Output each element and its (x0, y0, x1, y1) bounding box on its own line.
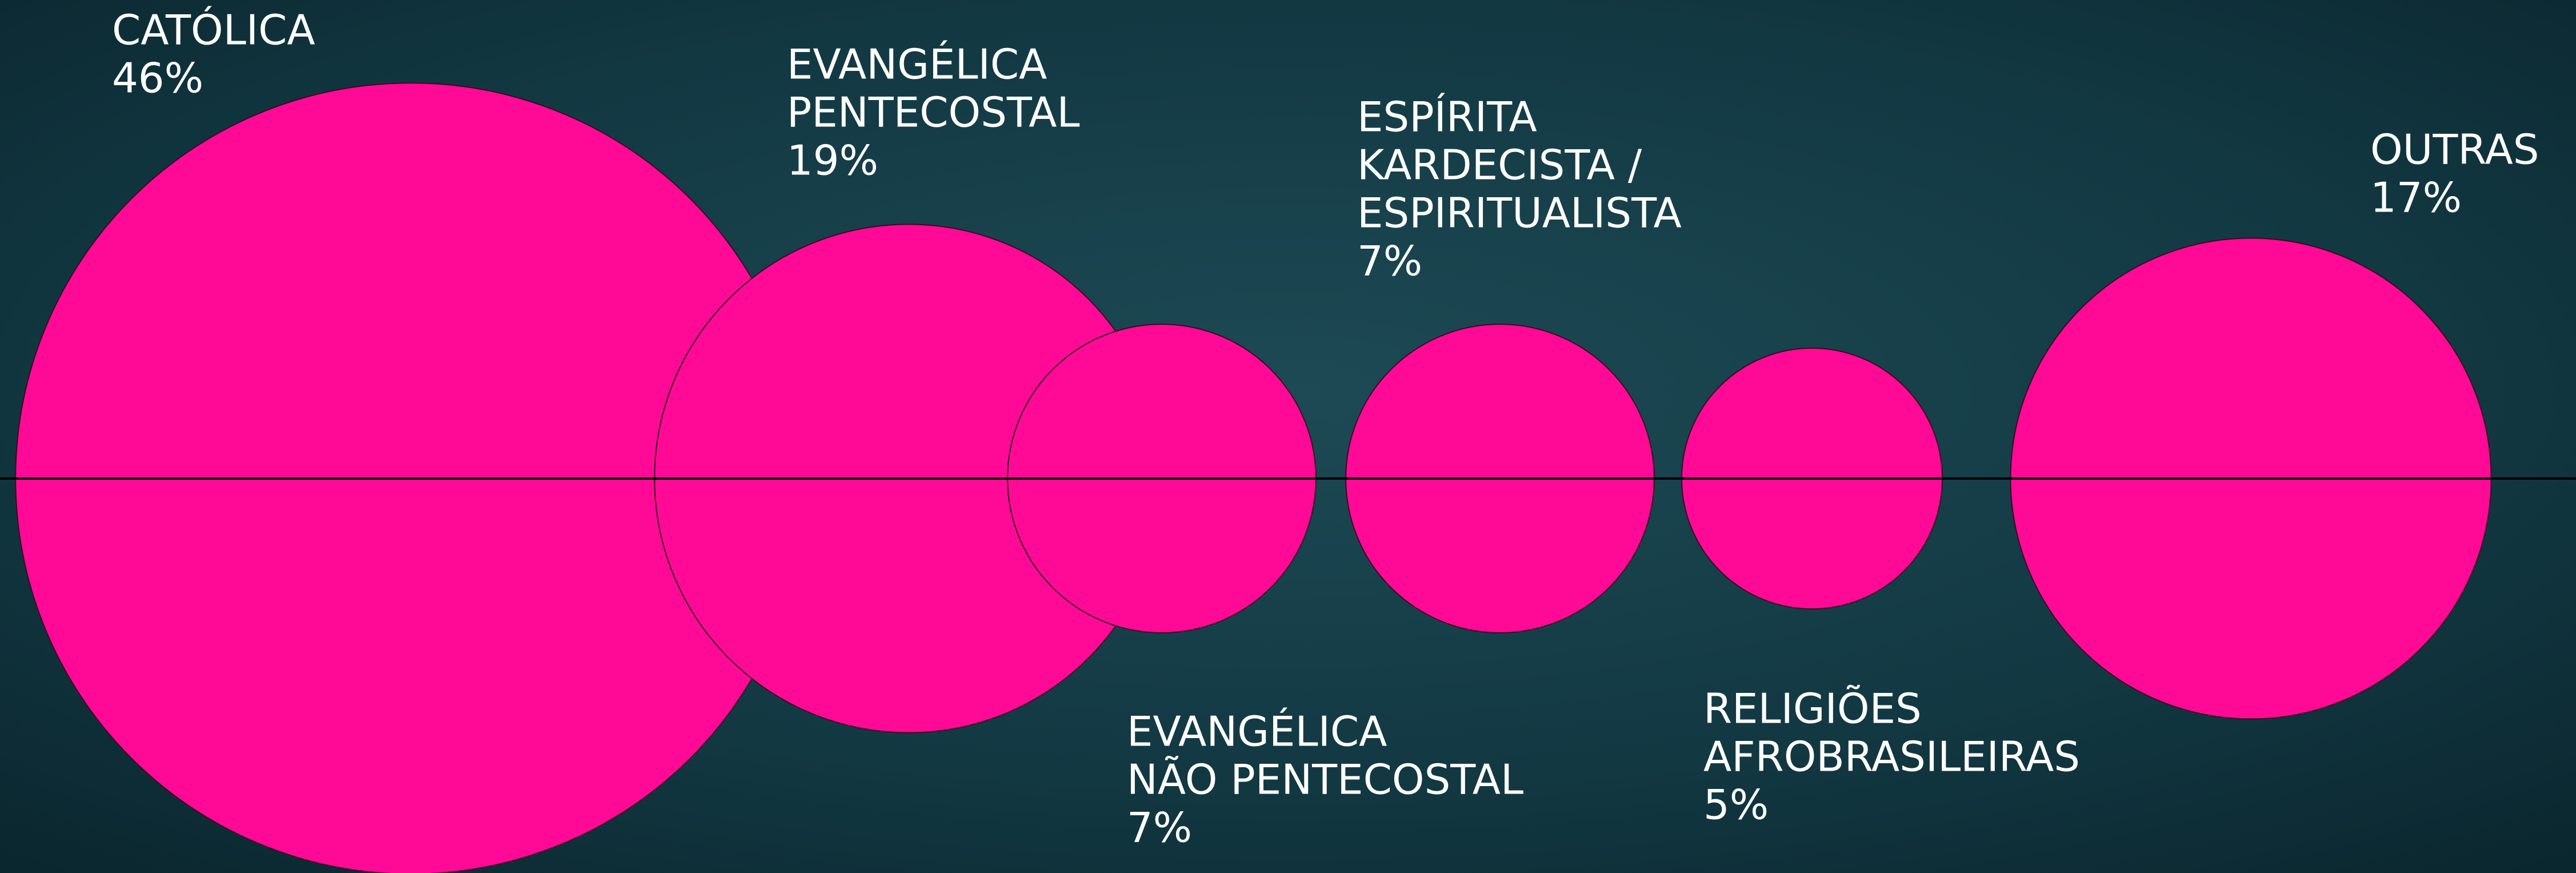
value-label: 46% (112, 54, 203, 102)
category-label: ESPIRITUALISTA (1357, 189, 1682, 237)
value-label: 19% (787, 137, 878, 185)
category-label: ESPÍRITA (1357, 93, 1537, 141)
value-label: 17% (2370, 174, 2462, 222)
value-label: 5% (1703, 781, 1769, 829)
value-label: 7% (1127, 804, 1192, 852)
category-label: CATÓLICA (112, 6, 315, 54)
category-label: NÃO PENTECOSTAL (1127, 756, 1523, 804)
category-label: AFROBRASILEIRAS (1703, 733, 2080, 781)
category-label: EVANGÉLICA (787, 41, 1047, 89)
category-label: EVANGÉLICA (1127, 708, 1387, 756)
value-label: 7% (1357, 237, 1422, 285)
category-label: RELIGIÕES (1703, 685, 1922, 733)
category-label: OUTRAS (2370, 126, 2539, 174)
category-label: KARDECISTA / (1357, 141, 1642, 189)
category-label: PENTECOSTAL (787, 89, 1080, 137)
